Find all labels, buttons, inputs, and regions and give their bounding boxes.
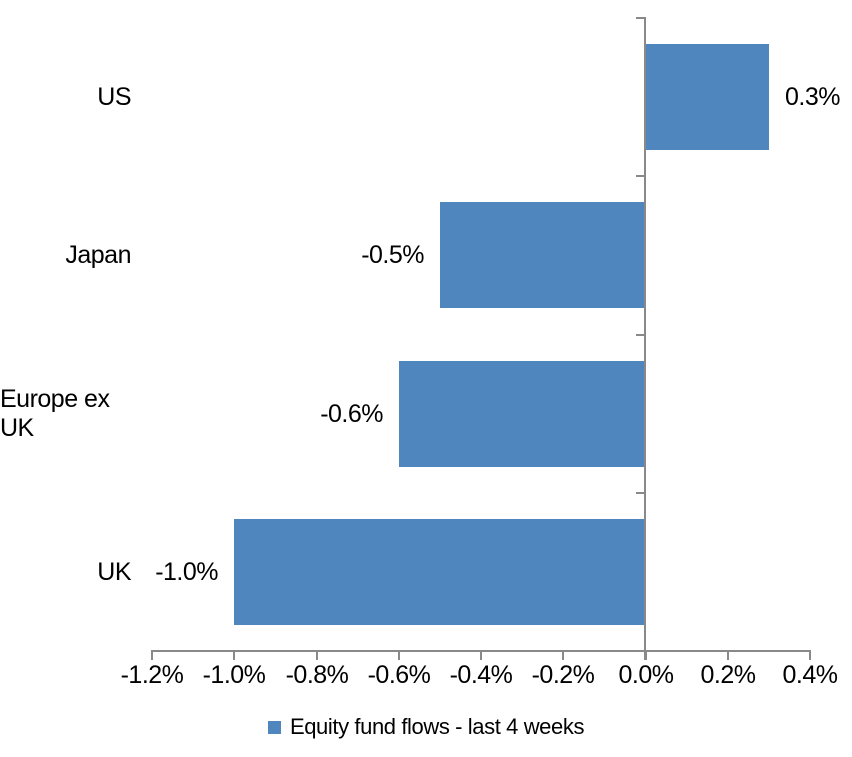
category-tick xyxy=(636,492,646,494)
legend-swatch-icon xyxy=(267,720,281,734)
bar-europe-ex-uk xyxy=(399,361,646,467)
x-tick-label: -0.6% xyxy=(367,661,431,689)
x-tick xyxy=(398,651,400,660)
category-tick xyxy=(636,650,646,652)
x-tick xyxy=(809,651,811,660)
category-label-us: US xyxy=(97,82,131,111)
category-tick xyxy=(636,334,646,336)
x-tick xyxy=(316,651,318,660)
data-label-us: 0.3% xyxy=(785,82,840,111)
bar-us xyxy=(646,44,769,150)
x-tick-label: 0.4% xyxy=(782,661,838,689)
x-tick xyxy=(480,651,482,660)
x-tick xyxy=(151,651,153,660)
x-tick-label: -1.2% xyxy=(120,661,184,689)
category-tick xyxy=(636,17,646,19)
x-tick-label: -0.8% xyxy=(285,661,349,689)
x-tick-label: -1.0% xyxy=(202,661,266,689)
category-tick xyxy=(636,175,646,177)
legend: Equity fund flows - last 4 weeks xyxy=(0,711,852,743)
x-tick-label: -0.2% xyxy=(531,661,595,689)
x-tick-label: 0.2% xyxy=(700,661,756,689)
data-label-japan: -0.5% xyxy=(361,240,424,269)
x-tick-label: 0.0% xyxy=(618,661,674,689)
bar-uk xyxy=(234,519,645,625)
x-tick-label: -0.4% xyxy=(449,661,513,689)
category-axis-line xyxy=(644,17,646,660)
data-label-europe-ex-uk: -0.6% xyxy=(320,399,383,428)
category-label-uk: UK xyxy=(97,557,131,586)
x-tick xyxy=(562,651,564,660)
x-tick xyxy=(233,651,235,660)
legend-label: Equity fund flows - last 4 weeks xyxy=(289,714,585,739)
data-label-uk: -1.0% xyxy=(155,557,218,586)
x-tick xyxy=(727,651,729,660)
category-label-japan: Japan xyxy=(65,240,131,269)
category-label-europe-ex-uk: Europe ex UK xyxy=(0,385,110,442)
x-tick xyxy=(645,651,647,660)
bar-japan xyxy=(440,202,646,308)
